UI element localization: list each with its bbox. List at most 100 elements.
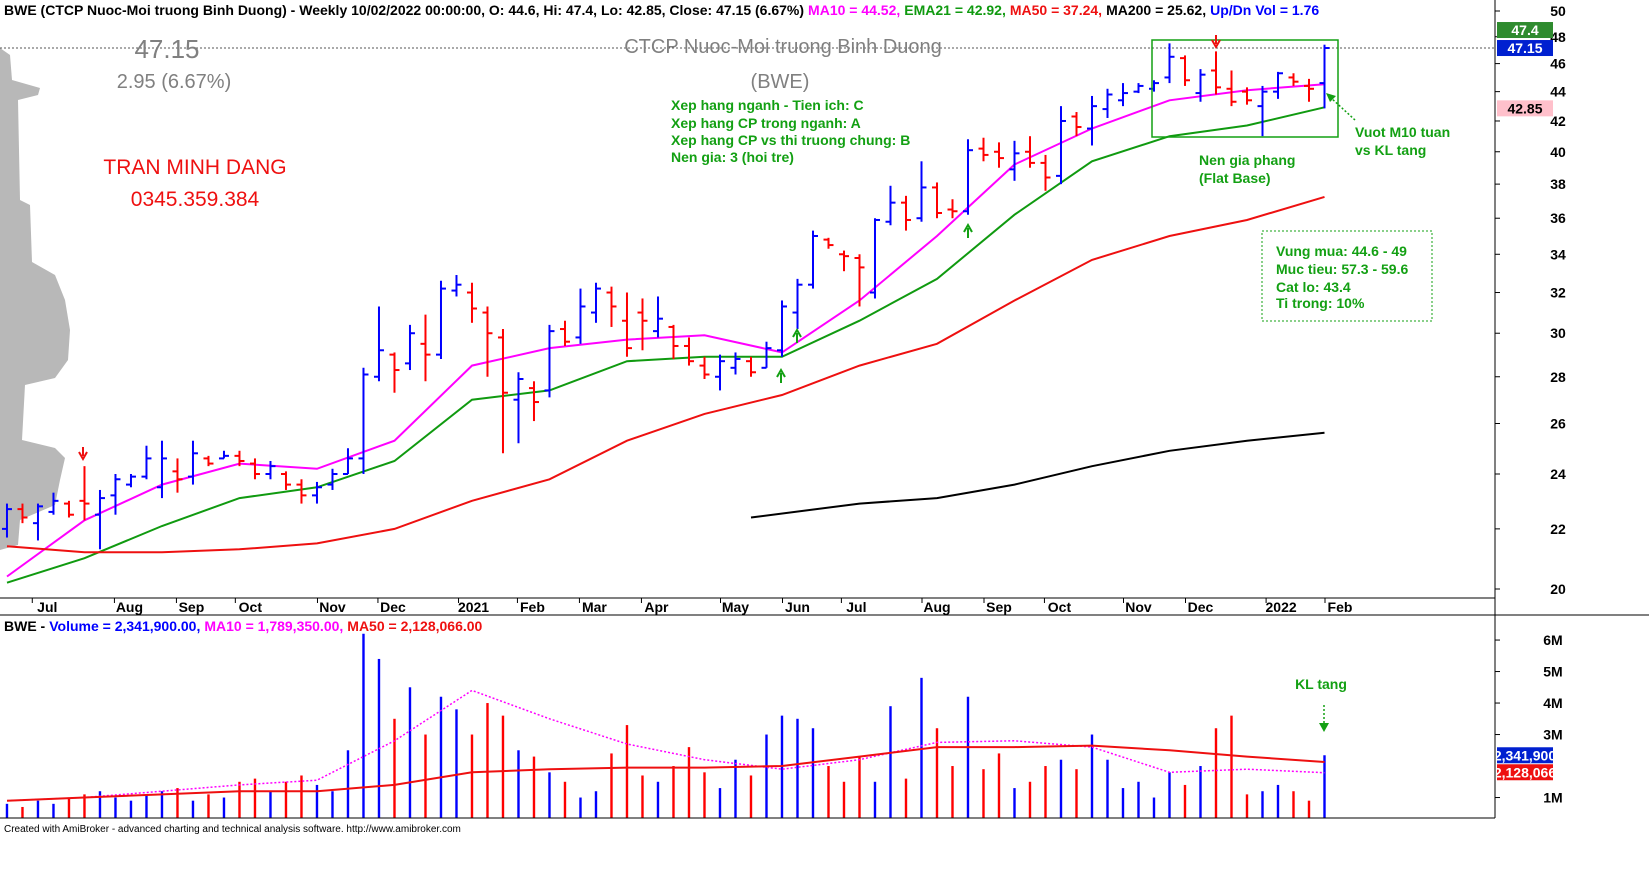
- y-tick-label: 36: [1550, 210, 1566, 226]
- y-tick-label: 30: [1550, 325, 1566, 341]
- volume-bar: [455, 709, 458, 818]
- y-tick-label: 6M: [1543, 632, 1562, 648]
- volume-bar: [331, 791, 334, 818]
- y-tick-label: 20: [1550, 581, 1566, 597]
- volume-bar: [1276, 784, 1280, 818]
- y-tick-label: 46: [1550, 56, 1566, 72]
- y-tick-label: 50: [1550, 3, 1566, 19]
- volume-note: KL tang: [1295, 676, 1347, 692]
- last-value-label: 2,128,066: [1494, 764, 1556, 780]
- last-value-label: 47.15: [1507, 40, 1542, 56]
- rating: Nen gia: 3 (hoi tre): [671, 149, 794, 165]
- volume-bar: [145, 794, 148, 818]
- plan-line: Vung mua: 44.6 - 49: [1276, 243, 1407, 259]
- volume-bar: [253, 778, 257, 818]
- up-arrow: [776, 367, 786, 383]
- y-tick-label: 34: [1550, 246, 1566, 262]
- volume-bar: [315, 784, 319, 818]
- vh-volume: Volume = 2,341,900.00,: [49, 618, 200, 634]
- vh-ma10: MA10 = 1,789,350.00,: [204, 618, 343, 634]
- rating: Xep hang CP trong nganh: A: [671, 115, 861, 131]
- x-tick-label: Dec: [1188, 599, 1214, 615]
- y-tick-label: 1M: [1543, 790, 1562, 806]
- volume-bar: [827, 766, 830, 818]
- volume-bar: [300, 775, 303, 818]
- header-title: BWE (CTCP Nuoc-Moi truong Binh Duong) - …: [4, 2, 804, 18]
- last-value-box: [1497, 40, 1553, 57]
- flat-base-box: [1151, 39, 1339, 138]
- volume-average: [6, 744, 1325, 802]
- y-tick-label: 48: [1550, 29, 1566, 45]
- breakout-arrow: [1329, 96, 1356, 121]
- volume-bar: [1307, 800, 1311, 818]
- volume-bar: [982, 769, 985, 818]
- volume-bar: [796, 718, 799, 818]
- volume-bar: [718, 788, 722, 818]
- moving-average: [6, 195, 1325, 554]
- big-price: 47.15: [134, 34, 199, 64]
- volume-bar: [114, 797, 117, 818]
- x-tick-label: Jun: [785, 599, 810, 615]
- y-tick-label: 4M: [1543, 695, 1562, 711]
- volume-bar: [408, 687, 412, 818]
- volume-bar: [129, 800, 133, 818]
- footer: Created with AmiBroker - advanced charti…: [4, 824, 461, 835]
- volume-bar: [966, 696, 970, 818]
- volume-bar: [873, 781, 877, 818]
- volume-bar: [207, 794, 210, 818]
- last-value-box: [1497, 22, 1553, 39]
- volume-header: BWE - Volume = 2,341,900.00, MA10 = 1,789,…: [4, 618, 483, 634]
- rating: Xep hang nganh - Tien ich: C: [671, 97, 864, 113]
- header-ema21: EMA21 = 42.92,: [904, 2, 1006, 18]
- volume-bar: [935, 728, 939, 818]
- vh-ma50: MA50 = 2,128,066.00: [347, 618, 482, 634]
- volume-bar: [1090, 734, 1094, 818]
- volume-bar: [1121, 788, 1125, 818]
- x-tick-label: Nov: [319, 599, 346, 615]
- down-arrow: [1211, 35, 1221, 50]
- volume-bar: [346, 750, 350, 818]
- volume-bar: [67, 797, 71, 818]
- volume-bar: [625, 725, 629, 818]
- volume-bar: [284, 781, 288, 818]
- volume-bar: [904, 778, 908, 818]
- x-tick-label: Feb: [1328, 599, 1353, 615]
- x-tick-label: Apr: [644, 599, 669, 615]
- x-tick-label: Oct: [239, 599, 263, 615]
- base-note: Nen gia phang: [1199, 152, 1295, 168]
- last-value-label: 47.4: [1511, 22, 1538, 38]
- price-change: 2.95 (6.67%): [117, 71, 232, 93]
- volume-bar: [1028, 781, 1032, 818]
- x-tick-label: Jul: [846, 599, 866, 615]
- volume-bar: [1013, 788, 1016, 818]
- x-tick-label: Dec: [380, 599, 406, 615]
- volume-bar: [842, 781, 846, 818]
- y-tick-label: 28: [1550, 369, 1566, 385]
- phone: 0345.359.384: [131, 188, 260, 211]
- volume-bar: [1044, 766, 1047, 818]
- moving-average: [750, 431, 1325, 519]
- plan-line: Ti trong: 10%: [1276, 295, 1365, 311]
- volume-bar: [1168, 772, 1171, 818]
- volume-bar: [393, 718, 396, 818]
- volume-bar: [517, 750, 520, 818]
- header: BWE (CTCP Nuoc-Moi truong Binh Duong) - …: [4, 2, 1319, 18]
- volume-bar: [889, 706, 892, 818]
- header-updn: Up/Dn Vol = 1.76: [1210, 2, 1319, 18]
- volume-bar: [470, 734, 474, 818]
- moving-average: [6, 106, 1325, 584]
- moving-average: [6, 83, 1325, 578]
- x-tick-label: Aug: [923, 599, 950, 615]
- y-tick-label: 22: [1550, 521, 1566, 537]
- volume-bar: [1059, 759, 1063, 818]
- plan-box: [1261, 230, 1433, 322]
- x-tick-label: 2021: [458, 599, 489, 615]
- x-tick-label: Oct: [1048, 599, 1072, 615]
- volume-bar: [238, 781, 241, 818]
- volume-bar: [52, 803, 55, 818]
- volume-arrowhead: [1319, 723, 1329, 732]
- y-tick-label: 3M: [1543, 727, 1562, 743]
- volume-bar: [377, 658, 381, 818]
